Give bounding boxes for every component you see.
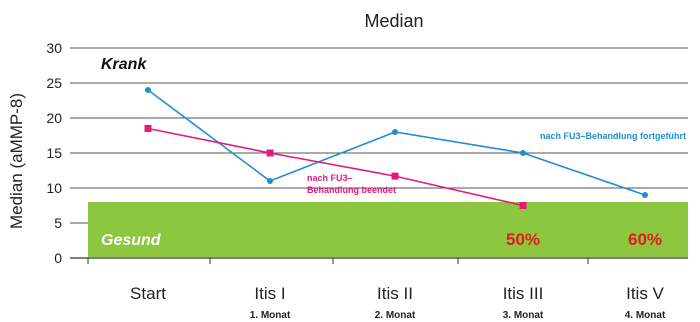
x-category-label: Itis III [503, 284, 544, 303]
percent-annotation: 50% [506, 230, 540, 249]
note-continued-treatment: nach FU3–Behandlung fortgeführt [540, 131, 686, 141]
chart-title: Median [364, 11, 423, 31]
data-point-square [391, 172, 399, 180]
y-tick-label: 0 [54, 250, 62, 266]
percent-annotations: 50% 60% [506, 230, 662, 249]
data-point-circle [267, 178, 273, 184]
healthy-zone [88, 202, 688, 257]
note-ended-treatment-line1: nach FU3– [307, 173, 353, 183]
data-point-circle [520, 150, 526, 156]
x-category-label: Itis II [377, 284, 413, 303]
y-tick-label: 30 [46, 40, 62, 56]
series-line [147, 127, 524, 207]
data-point-circle [392, 129, 398, 135]
x-category-sublabel: 1. Monat [250, 310, 291, 321]
series-layer [144, 87, 648, 209]
percent-annotation: 60% [628, 230, 662, 249]
y-tick-label: 20 [46, 110, 62, 126]
x-category-sublabel: 2. Monat [375, 310, 416, 321]
data-point-square [266, 149, 274, 157]
data-point-circle [145, 87, 151, 93]
x-category-sublabel: 3. Monat [503, 310, 544, 321]
data-point-square [144, 125, 152, 132]
x-category-sublabel: 4. Monat [625, 310, 666, 321]
y-tick-label: 5 [54, 215, 62, 231]
data-point-circle [642, 192, 648, 198]
y-axis-label: Median (aMMP-8) [7, 93, 26, 229]
x-axis: Start Itis I 1. Monat Itis II 2. Monat Itis I… [87, 258, 666, 321]
note-ended-treatment-line2: Behandlung beendet [307, 185, 396, 195]
x-category-label: Start [130, 284, 166, 303]
x-category-label: Itis V [626, 284, 664, 303]
y-tick-label: 10 [46, 180, 62, 196]
y-tick-label: 15 [46, 145, 62, 161]
sick-zone-label: Krank [101, 56, 147, 73]
data-point-square [519, 202, 527, 209]
healthy-zone-label: Gesund [101, 232, 162, 249]
y-tick-label: 25 [46, 75, 62, 91]
y-axis-ticks: 0 5 10 15 20 25 30 [46, 40, 62, 266]
x-category-label: Itis I [254, 284, 285, 303]
